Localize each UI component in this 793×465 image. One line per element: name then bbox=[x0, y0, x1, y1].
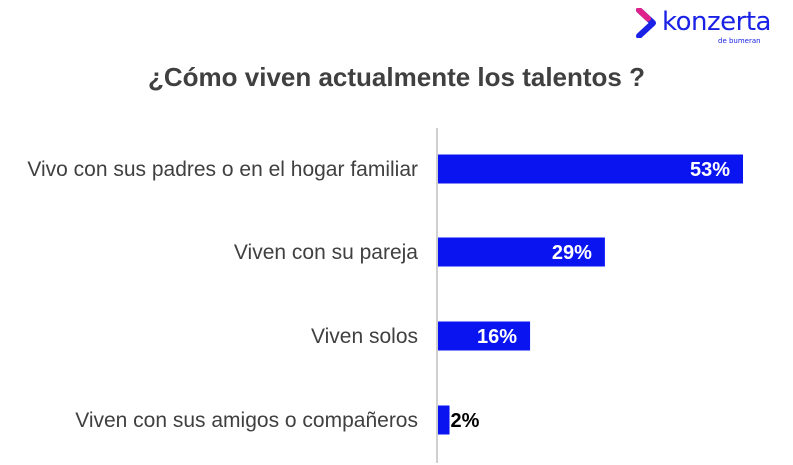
category-label: Viven con su pareja bbox=[234, 241, 418, 264]
data-label: 16% bbox=[477, 326, 517, 348]
category-label: Viven con sus amigos o compañeros bbox=[75, 409, 418, 432]
category-label: Viven solos bbox=[311, 325, 418, 348]
data-label: 29% bbox=[552, 242, 592, 264]
logo-tagline: de bumeran bbox=[718, 37, 761, 45]
konzerta-logo: konzerta de bumeran bbox=[636, 6, 786, 48]
bar bbox=[438, 154, 743, 184]
bar bbox=[438, 405, 450, 435]
data-label: 2% bbox=[451, 410, 480, 432]
chevron-right-icon bbox=[636, 8, 656, 38]
logo-wordmark: konzerta bbox=[662, 7, 771, 37]
chart-title: ¿Cómo viven actualmente los talentos ? bbox=[148, 62, 645, 92]
data-label: 53% bbox=[690, 159, 730, 181]
category-label: Vivo con sus padres o en el hogar famili… bbox=[27, 158, 418, 181]
bar bbox=[438, 237, 605, 267]
bar bbox=[438, 321, 531, 351]
